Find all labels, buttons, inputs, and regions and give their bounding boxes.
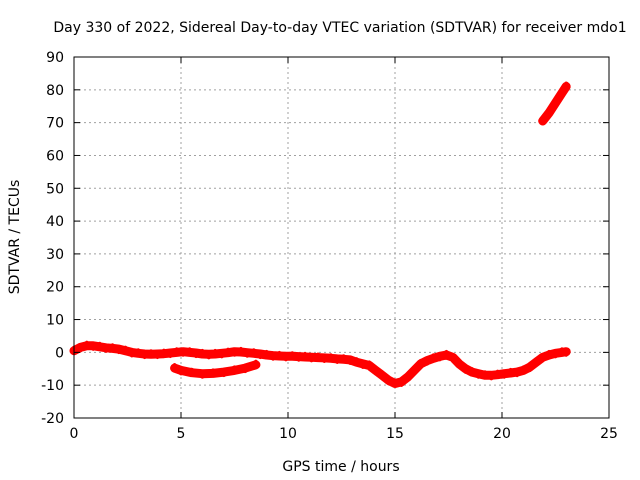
y-tick-label: 40: [46, 214, 64, 230]
y-tick-label: 50: [46, 181, 64, 197]
x-axis: 0 5 10 15 20 25: [70, 57, 618, 442]
plot-frame: [73, 56, 610, 419]
series-texture-secondary-trace: [172, 359, 258, 379]
grid-lines: [74, 57, 609, 418]
y-tick-label: 30: [46, 247, 64, 263]
y-tick-label: 60: [46, 148, 64, 164]
x-tick-label: 10: [279, 426, 297, 442]
y-tick-label: 80: [46, 83, 64, 99]
series-texture-main-trace: [72, 340, 569, 387]
y-tick-label: 90: [46, 50, 64, 66]
y-axis: -20 -10 0 10 20 30 40 50 60 70 80 90: [41, 50, 609, 427]
chart-title: Day 330 of 2022, Sidereal Day-to-day VTE…: [53, 20, 626, 36]
x-tick-label: 0: [70, 426, 79, 442]
y-tick-label: 0: [55, 345, 64, 361]
y-tick-label: 20: [46, 280, 64, 296]
x-axis-label: GPS time / hours: [282, 459, 399, 475]
y-tick-label: -10: [41, 378, 64, 394]
x-tick-label: 5: [177, 426, 186, 442]
y-tick-label: -20: [41, 411, 64, 427]
x-tick-label: 20: [493, 426, 511, 442]
x-tick-label: 15: [386, 426, 404, 442]
x-tick-label: 25: [600, 426, 618, 442]
y-tick-label: 10: [46, 313, 64, 329]
series-group: [69, 81, 571, 388]
y-axis-label: SDTVAR / TECUs: [7, 180, 23, 295]
y-tick-label: 70: [46, 116, 64, 132]
series-texture-upper-trace: [540, 81, 569, 120]
